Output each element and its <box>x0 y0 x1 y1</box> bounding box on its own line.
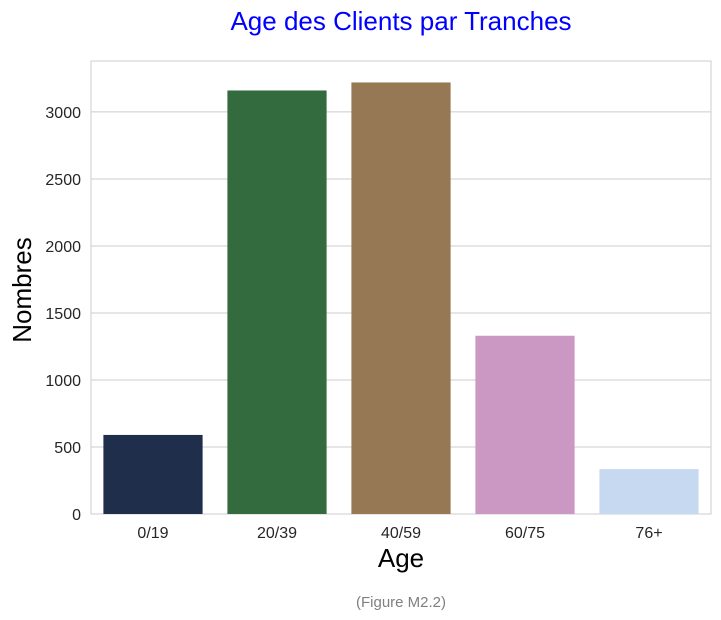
bar-60/75 <box>475 335 575 514</box>
y-tick-labels: 0 500 1000 1500 2000 2500 3000 <box>45 105 81 524</box>
y-tick-label: 3000 <box>45 105 81 122</box>
x-tick-labels: 0/19 20/39 40/59 60/75 76+ <box>137 525 662 542</box>
y-tick-label: 0 <box>72 507 81 524</box>
x-tick-label: 0/19 <box>137 525 168 542</box>
bar-0/19 <box>103 434 203 514</box>
y-tick-label: 1000 <box>45 373 81 390</box>
y-tick-label: 2500 <box>45 172 81 189</box>
x-tick-label: 40/59 <box>381 525 421 542</box>
x-axis-label: Age <box>378 543 424 573</box>
bars <box>103 82 699 515</box>
x-tick-label: 20/39 <box>257 525 297 542</box>
y-tick-label: 2000 <box>45 239 81 256</box>
chart-title: Age des Clients par Tranches <box>230 6 571 36</box>
bar-40/59 <box>351 82 451 514</box>
y-axis-label: Nombres <box>7 237 37 342</box>
x-tick-label: 76+ <box>635 525 662 542</box>
figure-caption: (Figure M2.2) <box>356 594 446 611</box>
bar-76+ <box>599 469 699 514</box>
y-tick-label: 1500 <box>45 306 81 323</box>
y-tick-label: 500 <box>54 440 81 457</box>
bar-20/39 <box>227 90 327 515</box>
x-tick-label: 60/75 <box>505 525 545 542</box>
